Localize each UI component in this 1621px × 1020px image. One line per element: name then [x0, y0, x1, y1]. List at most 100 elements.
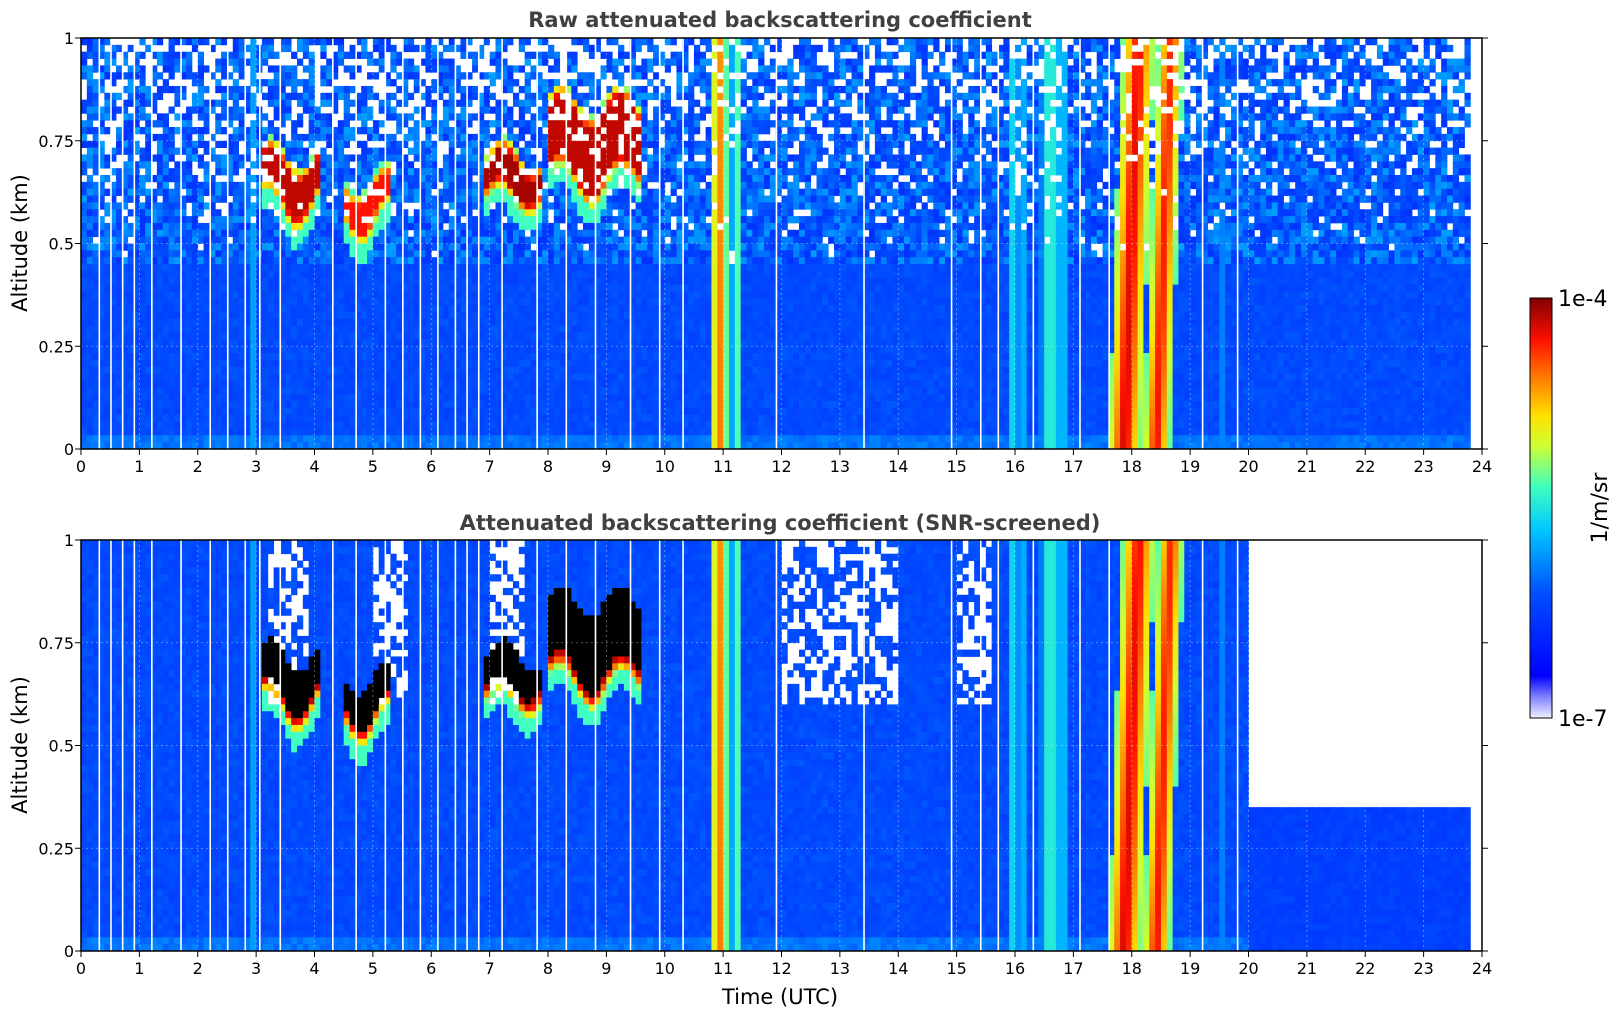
heatmap-cell — [530, 51, 537, 59]
heatmap-cell — [180, 380, 187, 388]
heatmap-cell — [402, 373, 409, 381]
heatmap-cell — [81, 277, 88, 285]
heatmap-cell — [197, 133, 204, 142]
heatmap-cell — [162, 380, 169, 388]
heatmap-cell — [594, 353, 601, 361]
heatmap-cell — [116, 188, 123, 196]
heatmap-cell — [174, 284, 181, 292]
heatmap-cell — [279, 373, 286, 381]
heatmap-cell — [477, 318, 485, 327]
heatmap-cell — [127, 442, 134, 450]
heatmap-cell — [618, 236, 625, 244]
heatmap-cell — [308, 353, 315, 361]
heatmap-cell — [501, 414, 508, 422]
heatmap-cell — [402, 442, 409, 450]
heatmap-cell — [168, 106, 175, 114]
heatmap-cell — [548, 106, 555, 114]
heatmap-cell — [121, 133, 129, 142]
heatmap-cell — [442, 442, 450, 450]
heatmap-cell — [308, 407, 315, 416]
heatmap-cell — [530, 195, 537, 203]
heatmap-cell — [594, 264, 601, 272]
heatmap-cell — [197, 284, 204, 292]
heatmap-cell — [273, 277, 280, 285]
heatmap-cell — [326, 346, 333, 354]
heatmap-cell — [127, 339, 134, 347]
heatmap-cell — [454, 99, 461, 107]
heatmap-cell — [431, 79, 438, 87]
heatmap-cell — [308, 168, 315, 176]
heatmap-cell — [466, 325, 473, 333]
heatmap-cell — [425, 380, 432, 388]
heatmap-cell — [518, 277, 526, 285]
heatmap-cell — [226, 58, 234, 66]
heatmap-cell — [542, 202, 549, 210]
heatmap-cell — [495, 195, 502, 203]
heatmap-cell — [542, 305, 549, 313]
heatmap-cell — [495, 181, 502, 190]
heatmap-cell — [583, 298, 590, 306]
heatmap-cell — [384, 305, 391, 313]
heatmap-cell — [437, 394, 444, 402]
heatmap-cell — [606, 51, 613, 59]
heatmap-cell — [145, 339, 152, 347]
heatmap-cell — [121, 229, 129, 238]
heatmap-cell — [191, 222, 199, 231]
heatmap-cell — [460, 113, 467, 121]
heatmap-cell — [425, 65, 432, 73]
heatmap-cell — [314, 387, 321, 395]
heatmap-cell — [548, 181, 555, 190]
heatmap-cell — [530, 394, 537, 402]
heatmap-cell — [337, 394, 345, 402]
heatmap-cell — [355, 168, 362, 176]
heatmap-cell — [110, 236, 117, 244]
heatmap-cell — [559, 312, 566, 320]
heatmap-cell — [267, 298, 275, 306]
heatmap-cell — [431, 222, 438, 231]
heatmap-cell — [110, 92, 117, 101]
heatmap-cell — [454, 277, 461, 285]
heatmap-cell — [559, 188, 566, 196]
heatmap-cell — [291, 243, 298, 251]
heatmap-cell — [600, 380, 607, 388]
heatmap-cell — [168, 270, 175, 279]
heatmap-cell — [314, 38, 321, 46]
heatmap-cell — [600, 188, 607, 196]
heatmap-cell — [326, 312, 333, 320]
heatmap-cell — [629, 250, 636, 258]
heatmap-cell — [606, 339, 613, 347]
heatmap-cell — [536, 161, 543, 169]
heatmap-cell — [98, 339, 105, 347]
heatmap-cell — [326, 229, 333, 238]
heatmap-cell — [232, 140, 240, 148]
heatmap-cell — [606, 305, 613, 313]
heatmap-cell — [623, 236, 631, 244]
heatmap-cell — [92, 291, 99, 299]
heatmap-cell — [279, 216, 286, 224]
heatmap-cell — [186, 421, 193, 429]
heatmap-cell — [355, 407, 362, 416]
heatmap-cell — [524, 407, 531, 416]
heatmap-cell — [308, 85, 315, 94]
heatmap-cell — [238, 442, 245, 450]
heatmap-cell — [355, 113, 362, 121]
heatmap-cell — [162, 229, 169, 238]
heatmap-cell — [431, 229, 438, 238]
heatmap-cell — [542, 85, 549, 94]
heatmap-cell — [495, 380, 502, 388]
heatmap-cell — [302, 373, 310, 381]
heatmap-cell — [238, 154, 245, 162]
heatmap-cell — [302, 250, 310, 258]
heatmap-cell — [518, 127, 526, 135]
heatmap-cell — [501, 332, 508, 340]
heatmap-cell — [629, 401, 636, 409]
heatmap-cell — [302, 229, 310, 238]
heatmap-cell — [162, 154, 169, 162]
heatmap-cell — [448, 175, 455, 183]
heatmap-cell — [291, 120, 298, 128]
heatmap-cell — [495, 133, 502, 142]
heatmap-cell — [565, 387, 572, 395]
heatmap-cell — [127, 65, 134, 73]
heatmap-cell — [151, 250, 158, 258]
heatmap-cell — [81, 127, 88, 135]
